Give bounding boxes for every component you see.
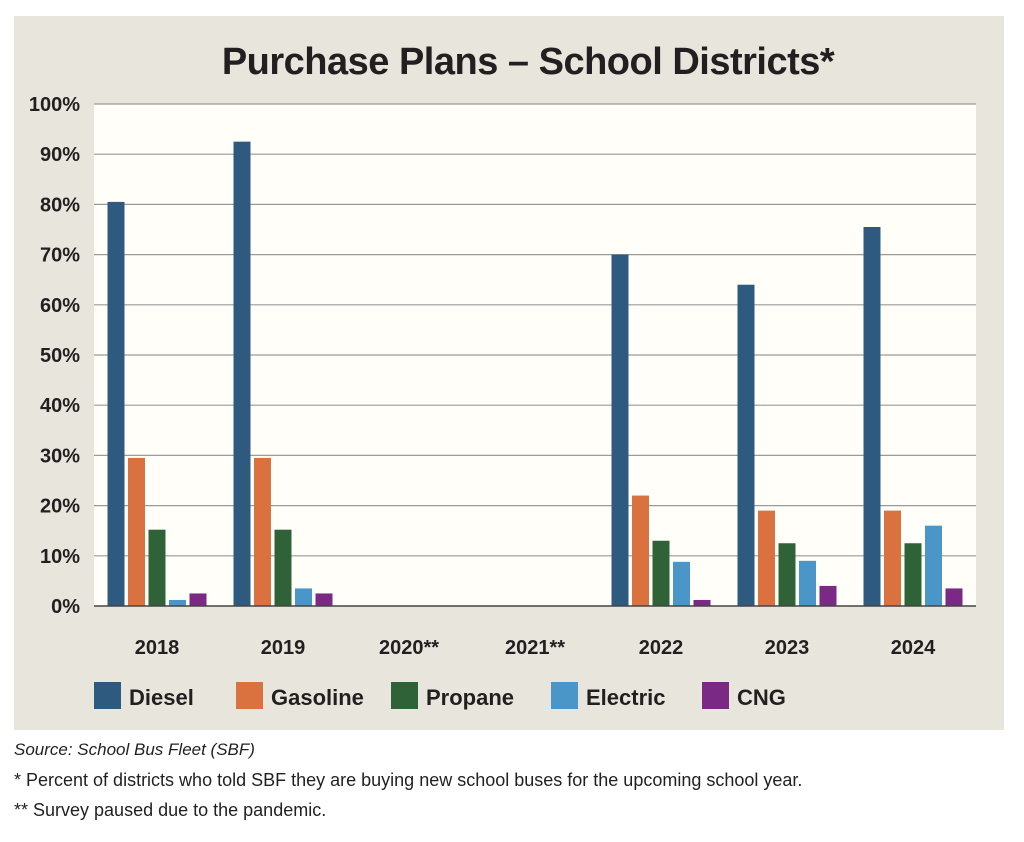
y-tick-label: 90%	[40, 144, 80, 166]
legend: Diesel Gasoline Propane Electric CNG	[94, 682, 786, 710]
y-tick-label: 70%	[40, 245, 80, 267]
y-tick-label: 10%	[40, 546, 80, 568]
y-tick-label: 50%	[40, 345, 80, 367]
x-tick-label: 2018	[135, 637, 180, 659]
bar-cng-2024	[945, 588, 963, 606]
legend-swatch-cng	[702, 682, 729, 709]
y-axis-ticks: 0% 10% 20% 30% 40% 50% 60% 70% 80% 90% 100%	[29, 94, 80, 618]
bar-propane-2022	[652, 540, 670, 606]
bar-gasoline-2022	[632, 495, 649, 606]
legend-label-diesel: Diesel	[129, 685, 194, 710]
y-tick-label: 30%	[40, 445, 80, 467]
bar-electric-2019	[295, 588, 312, 606]
x-tick-label: 2023	[765, 637, 810, 659]
footnote-double-asterisk: ** Survey paused due to the pandemic.	[14, 800, 327, 820]
x-tick-label: 2019	[261, 637, 306, 659]
bar-gasoline-2018	[128, 457, 145, 606]
bar-propane-2023	[778, 543, 796, 606]
bar-propane-2024	[904, 543, 922, 606]
chart-panel: Purchase Plans – School Districts* 0% 10%…	[14, 16, 1004, 730]
bar-cng-2019	[315, 593, 333, 606]
y-tick-label: 0%	[51, 596, 80, 618]
bar-diesel-2019	[233, 141, 251, 606]
bar-diesel-2024	[863, 226, 881, 607]
footnotes: Source: School Bus Fleet (SBF) * Percent…	[14, 738, 1014, 828]
bar-cng-2023	[819, 585, 837, 606]
source-note: Source: School Bus Fleet (SBF)	[14, 740, 255, 759]
legend-label-electric: Electric	[586, 685, 666, 710]
bar-electric-2024	[925, 525, 942, 606]
legend-label-cng: CNG	[737, 685, 786, 710]
bar-electric-2023	[799, 560, 816, 606]
bar-gasoline-2023	[758, 510, 775, 606]
legend-swatch-gasoline	[236, 682, 263, 709]
bar-diesel-2018	[107, 201, 125, 606]
x-tick-label: 2022	[639, 637, 684, 659]
x-tick-label: 2021**	[505, 637, 565, 659]
legend-label-propane: Propane	[426, 685, 514, 710]
legend-label-gasoline: Gasoline	[271, 685, 364, 710]
y-tick-label: 60%	[40, 295, 80, 317]
bar-gasoline-2019	[254, 457, 271, 606]
x-axis-ticks: 2018 2019 2020** 2021** 2022 2023 2024	[135, 637, 936, 659]
bar-gasoline-2024	[884, 510, 901, 606]
y-tick-label: 20%	[40, 496, 80, 518]
bar-electric-2018	[169, 599, 186, 606]
bar-cng-2018	[189, 593, 207, 606]
bar-propane-2018	[148, 529, 166, 606]
bar-chart: Purchase Plans – School Districts* 0% 10%…	[29, 41, 976, 710]
y-tick-label: 100%	[29, 94, 80, 116]
bar-electric-2022	[673, 561, 690, 606]
y-tick-label: 80%	[40, 194, 80, 216]
y-tick-label: 40%	[40, 395, 80, 417]
x-tick-label: 2024	[891, 637, 936, 659]
legend-swatch-electric	[551, 682, 578, 709]
x-tick-label: 2020**	[379, 637, 439, 659]
bar-cng-2022	[693, 599, 711, 606]
bar-diesel-2023	[737, 284, 755, 606]
bar-propane-2019	[274, 529, 292, 606]
legend-swatch-diesel	[94, 682, 121, 709]
legend-swatch-propane	[391, 682, 418, 709]
chart-title: Purchase Plans – School Districts*	[222, 41, 835, 83]
bar-diesel-2022	[611, 254, 629, 606]
footnote-asterisk: * Percent of districts who told SBF they…	[14, 770, 803, 790]
bars	[107, 141, 963, 607]
